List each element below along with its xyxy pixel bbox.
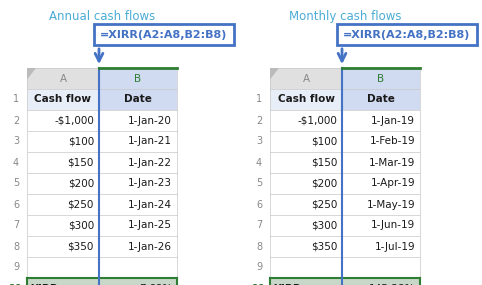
Text: 3: 3 bbox=[13, 137, 19, 146]
Text: 1-Jan-20: 1-Jan-20 bbox=[128, 115, 172, 125]
Text: $300: $300 bbox=[68, 221, 94, 231]
Bar bbox=[27, 89, 177, 110]
Text: XIRR: XIRR bbox=[31, 284, 59, 285]
Text: 5: 5 bbox=[256, 178, 262, 188]
Text: 1-Jan-22: 1-Jan-22 bbox=[128, 158, 172, 168]
Text: 5: 5 bbox=[13, 178, 19, 188]
Text: 1: 1 bbox=[256, 95, 262, 105]
Text: $150: $150 bbox=[67, 158, 94, 168]
Text: $150: $150 bbox=[310, 158, 337, 168]
Text: 8: 8 bbox=[256, 241, 262, 251]
Text: 2: 2 bbox=[13, 115, 19, 125]
Polygon shape bbox=[27, 68, 36, 80]
FancyBboxPatch shape bbox=[337, 24, 477, 45]
Text: $350: $350 bbox=[310, 241, 337, 251]
Bar bbox=[342, 68, 420, 89]
Polygon shape bbox=[270, 68, 279, 80]
Bar bbox=[99, 89, 177, 110]
Text: 9: 9 bbox=[256, 262, 262, 272]
Text: -$1,000: -$1,000 bbox=[54, 115, 94, 125]
Text: 1-May-19: 1-May-19 bbox=[366, 200, 415, 209]
Text: 1-Jan-19: 1-Jan-19 bbox=[371, 115, 415, 125]
Text: Cash flow: Cash flow bbox=[35, 95, 92, 105]
Text: 1: 1 bbox=[13, 95, 19, 105]
Text: 8: 8 bbox=[13, 241, 19, 251]
Text: 3: 3 bbox=[256, 137, 262, 146]
Text: -$1,000: -$1,000 bbox=[297, 115, 337, 125]
Bar bbox=[342, 89, 420, 110]
Text: 1-Jan-26: 1-Jan-26 bbox=[128, 241, 172, 251]
Text: 4: 4 bbox=[256, 158, 262, 168]
Bar bbox=[270, 68, 420, 89]
Text: 10: 10 bbox=[253, 284, 265, 285]
Text: 7.68%: 7.68% bbox=[139, 284, 172, 285]
Text: Cash flow: Cash flow bbox=[278, 95, 335, 105]
Text: 6: 6 bbox=[13, 200, 19, 209]
Bar bbox=[270, 278, 420, 285]
Text: 1-Jan-24: 1-Jan-24 bbox=[128, 200, 172, 209]
Text: Monthly cash flows: Monthly cash flows bbox=[289, 10, 401, 23]
Text: =XIRR(A2:A8,B2:B8): =XIRR(A2:A8,B2:B8) bbox=[100, 30, 228, 40]
Text: 7: 7 bbox=[256, 221, 262, 231]
Text: 1-Jan-21: 1-Jan-21 bbox=[128, 137, 172, 146]
Text: 6: 6 bbox=[256, 200, 262, 209]
Bar bbox=[27, 278, 177, 285]
Text: 10: 10 bbox=[10, 284, 22, 285]
Text: 1-Feb-19: 1-Feb-19 bbox=[369, 137, 415, 146]
Text: 1-Jun-19: 1-Jun-19 bbox=[371, 221, 415, 231]
Text: $100: $100 bbox=[311, 137, 337, 146]
Text: B: B bbox=[134, 74, 142, 84]
Text: $100: $100 bbox=[68, 137, 94, 146]
Bar bbox=[270, 89, 420, 110]
Text: 1-Apr-19: 1-Apr-19 bbox=[370, 178, 415, 188]
Text: 2: 2 bbox=[256, 115, 262, 125]
Text: $350: $350 bbox=[67, 241, 94, 251]
Text: 1-Mar-19: 1-Mar-19 bbox=[369, 158, 415, 168]
Text: Annual cash flows: Annual cash flows bbox=[49, 10, 155, 23]
Text: 1-Jan-25: 1-Jan-25 bbox=[128, 221, 172, 231]
Text: $300: $300 bbox=[311, 221, 337, 231]
Bar bbox=[27, 68, 177, 89]
Text: $250: $250 bbox=[67, 200, 94, 209]
Text: A: A bbox=[302, 74, 309, 84]
Text: B: B bbox=[377, 74, 385, 84]
Text: $200: $200 bbox=[68, 178, 94, 188]
FancyBboxPatch shape bbox=[94, 24, 234, 45]
Text: =XIRR(A2:A8,B2:B8): =XIRR(A2:A8,B2:B8) bbox=[343, 30, 471, 40]
Text: 145.38%: 145.38% bbox=[369, 284, 415, 285]
Text: 1-Jul-19: 1-Jul-19 bbox=[375, 241, 415, 251]
Text: A: A bbox=[59, 74, 67, 84]
Text: 10: 10 bbox=[252, 284, 266, 285]
Text: 1-Jan-23: 1-Jan-23 bbox=[128, 178, 172, 188]
Bar bbox=[99, 68, 177, 89]
Text: $250: $250 bbox=[310, 200, 337, 209]
Text: Date: Date bbox=[367, 95, 395, 105]
Text: 9: 9 bbox=[13, 262, 19, 272]
Text: 7: 7 bbox=[13, 221, 19, 231]
Text: 10: 10 bbox=[9, 284, 23, 285]
Text: Date: Date bbox=[124, 95, 152, 105]
Text: 4: 4 bbox=[13, 158, 19, 168]
Text: XIRR: XIRR bbox=[274, 284, 302, 285]
Text: $200: $200 bbox=[311, 178, 337, 188]
